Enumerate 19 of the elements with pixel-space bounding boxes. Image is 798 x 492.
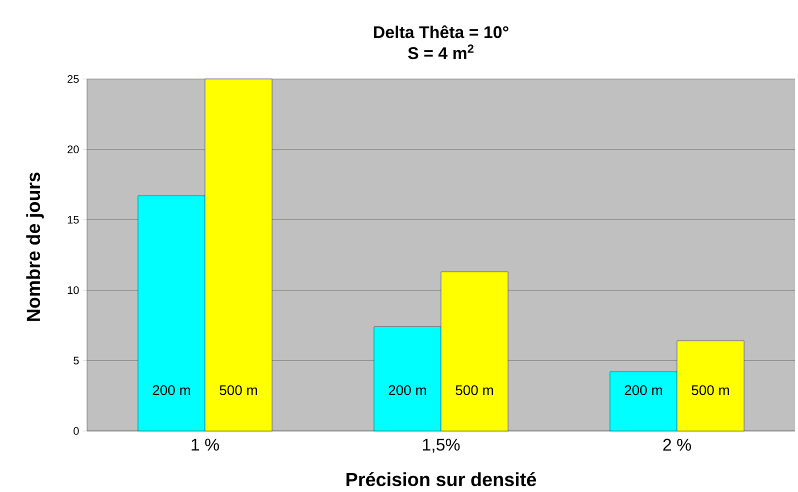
y-axis-title: Nombre de jours	[26, 172, 44, 321]
chart-subtitle: S = 4 m$^{2}$	[408, 44, 474, 60]
x-tick-label: 2 %	[663, 438, 691, 451]
y-tick-label: 25	[68, 75, 79, 83]
y-tick-label: 10	[68, 286, 79, 294]
series-label: 500 m	[456, 385, 493, 396]
text: 500 m	[692, 385, 729, 396]
x-axis-title: Précision sur densité	[346, 472, 536, 486]
text: 200 m	[152, 385, 190, 396]
y-tick-label: 20	[68, 146, 79, 154]
x-tick-label: 1 %	[192, 438, 219, 451]
y-tick-label: 5	[74, 356, 79, 364]
x-tick-label: 1,5%	[423, 438, 460, 453]
text: 500 m	[220, 385, 257, 396]
series-label: 200 m	[624, 385, 662, 396]
y-tick-label: 15	[68, 216, 79, 224]
text: 200 m	[388, 385, 426, 396]
chart-title: Delta Thêta = 10°	[374, 25, 508, 38]
y-tick-label: 0	[74, 427, 79, 435]
